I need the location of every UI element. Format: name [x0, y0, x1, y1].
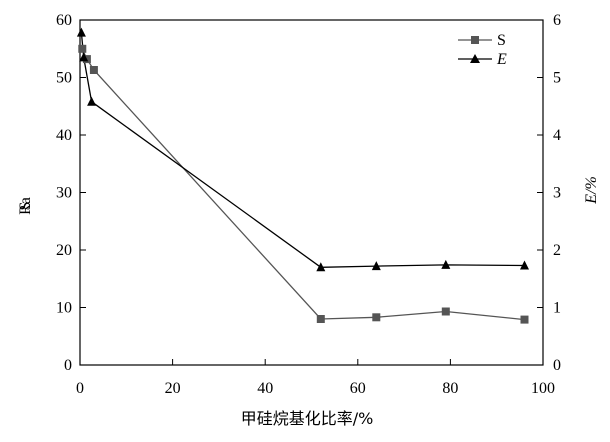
series-E-point-3: [316, 262, 326, 272]
series-E-point-5: [441, 259, 451, 269]
series-S-point-6: [520, 315, 529, 324]
left-tick-label-10: 10: [56, 300, 72, 317]
right-tick-label-1: 1: [553, 300, 561, 317]
left-tick-label-20: 20: [56, 242, 72, 259]
series-S-point-0: [78, 44, 87, 53]
legend-e-label: E: [496, 51, 507, 68]
x-tick-label-20: 20: [165, 380, 181, 397]
x-tick-label-80: 80: [442, 380, 458, 397]
legend-s-marker: [471, 36, 479, 44]
x-tick-label-40: 40: [257, 380, 273, 397]
series-E-point-4: [371, 261, 381, 271]
legend: S E: [458, 32, 507, 68]
right-tick-label-6: 6: [553, 12, 561, 29]
plot-border: [79, 19, 544, 366]
series-S-point-5: [441, 307, 450, 316]
series-S-point-2: [89, 66, 98, 74]
right-tick-label-5: 5: [553, 70, 561, 87]
right-axis-ticks: 0 1 2 3 4 5 6: [537, 12, 561, 374]
left-axis-title-ra: Ra: [17, 197, 34, 215]
legend-e-marker: [470, 54, 480, 63]
series-E-point-0: [76, 27, 86, 37]
left-tick-label-30: 30: [56, 185, 72, 202]
left-axis-ticks: 0 10 20 30 40 50 60: [56, 12, 86, 374]
series-E-point-6: [520, 260, 529, 270]
series-E-point-2: [87, 96, 97, 106]
series-E-line: [80, 32, 525, 268]
x-axis-ticks: 0 20 40 60 80 100: [76, 359, 555, 397]
series-S-point-3: [316, 315, 325, 323]
left-axis-title-s: S: [17, 202, 34, 211]
right-axis-title: E/%: [583, 176, 600, 205]
right-axis-title-text: E/%: [583, 176, 600, 205]
series-markers: [76, 27, 529, 324]
x-tick-label-60: 60: [350, 380, 366, 397]
series-E-point-1: [79, 52, 89, 62]
left-tick-label-40: 40: [56, 127, 72, 144]
left-tick-label-0: 0: [64, 357, 72, 374]
plot-frame: [79, 19, 544, 366]
legend-s-label: S: [497, 32, 506, 49]
series-S-point-4: [372, 313, 381, 322]
left-axis-title: S Ra: [17, 197, 34, 215]
right-tick-label-4: 4: [553, 127, 561, 144]
series-S-line: [81, 48, 525, 321]
left-tick-label-50: 50: [56, 70, 72, 87]
series-lines: [80, 32, 525, 321]
x-axis-title: 甲硅烷基化比率/%: [241, 409, 374, 428]
left-tick-label-60: 60: [56, 12, 72, 29]
x-tick-label-100: 100: [531, 380, 555, 397]
x-tick-label-0: 0: [76, 380, 84, 397]
right-tick-label-3: 3: [553, 185, 561, 202]
right-tick-label-0: 0: [553, 357, 561, 374]
right-tick-label-2: 2: [553, 242, 561, 259]
